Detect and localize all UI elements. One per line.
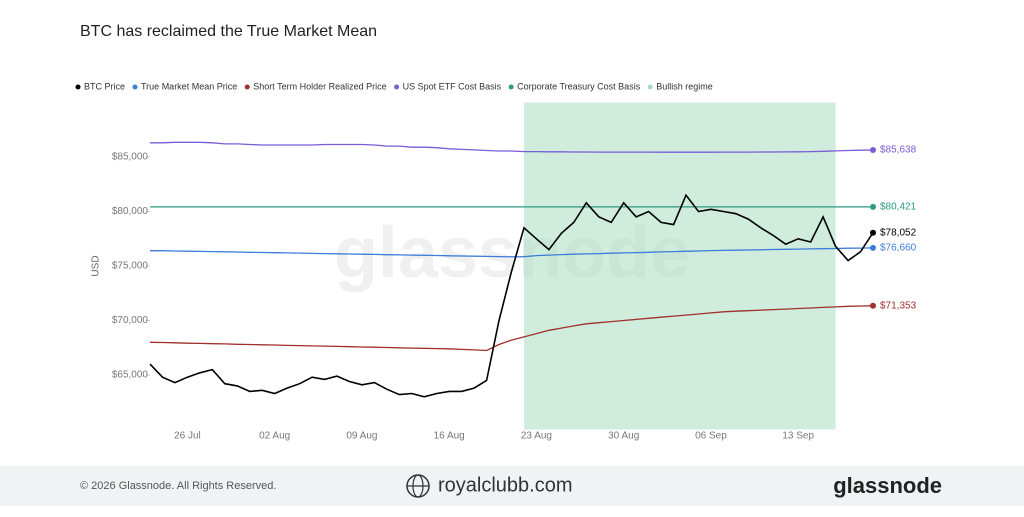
end-dot	[870, 203, 876, 210]
y-tick-label: $85,000	[112, 152, 149, 163]
legend-marker	[647, 84, 653, 90]
end-dot	[870, 244, 876, 251]
y-tick-label: $80,000	[112, 206, 149, 217]
end-dot	[870, 229, 876, 236]
legend-marker	[394, 84, 400, 90]
footer-bar	[0, 466, 1024, 506]
legend-marker	[132, 84, 138, 90]
legend-label: Bullish regime	[656, 81, 713, 91]
legend-label: True Market Mean Price	[141, 81, 237, 91]
x-tick-label: 09 Aug	[346, 431, 377, 442]
end-label: $78,052	[880, 227, 917, 238]
bullish-regime	[523, 102, 836, 430]
x-tick-label: 06 Sep	[695, 431, 727, 442]
chart-title: BTC has reclaimed the True Market Mean	[80, 23, 377, 40]
x-tick-label: 02 Aug	[259, 431, 290, 442]
legend-label: Short Term Holder Realized Price	[253, 81, 386, 91]
legend-marker	[508, 84, 514, 90]
series-line	[149, 305, 874, 352]
y-tick-label: $70,000	[112, 315, 149, 326]
x-tick-label: 13 Sep	[782, 431, 814, 442]
legend-label: US Spot ETF Cost Basis	[403, 81, 502, 91]
series-line	[150, 141, 874, 153]
end-dot	[870, 147, 876, 154]
end-label: $85,638	[880, 145, 917, 156]
end-label: $80,421	[880, 202, 917, 213]
legend-marker	[244, 84, 250, 90]
site-name: royalclubb.com	[438, 474, 573, 496]
legend-label: BTC Price	[84, 81, 125, 91]
series-line	[150, 247, 874, 258]
legend-label: Corporate Treasury Cost Basis	[517, 81, 641, 91]
x-tick-label: 30 Aug	[608, 431, 639, 442]
legend-marker	[75, 84, 81, 90]
x-tick-label: 16 Aug	[434, 431, 465, 442]
y-tick-label: $65,000	[112, 370, 149, 381]
end-label: $76,660	[880, 243, 917, 254]
copyright: © 2026 Glassnode. All Rights Reserved.	[80, 480, 276, 492]
x-tick-label: 26 Jul	[174, 431, 201, 442]
series-line	[149, 193, 874, 398]
brand: glassnode	[833, 473, 942, 498]
y-tick-label: $75,000	[112, 261, 149, 272]
y-axis-label: USD	[91, 255, 102, 276]
end-label: $71,353	[880, 300, 917, 311]
x-tick-label: 23 Aug	[521, 431, 552, 442]
end-dot	[870, 302, 876, 309]
